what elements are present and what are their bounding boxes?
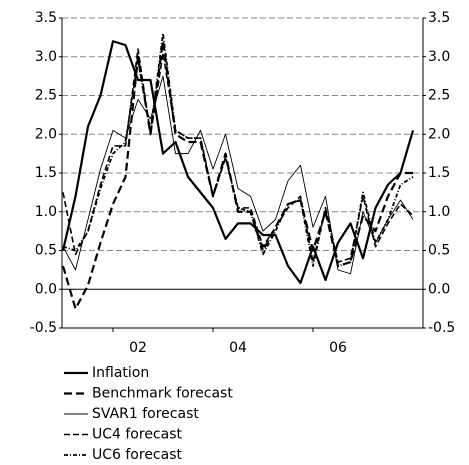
y2-tick-label: 1.5 [428,165,450,181]
series-line [62,75,414,275]
y2-tick-label: 0.0 [428,281,450,297]
x-tick-label: 06 [329,340,347,356]
y-tick-label: 0.0 [35,281,57,297]
y-tick-label: 2.5 [35,88,57,104]
y2-tick-label: 0.5 [428,243,450,259]
series-line [62,48,414,263]
series-line [61,40,413,310]
y2-tick-label: 2.0 [428,126,450,142]
legend-label: UC6 forecast [92,447,183,463]
series-line [61,40,415,285]
y2-tick-label: 3.0 [428,49,450,65]
y-tick-label: 1.0 [35,204,57,220]
y-tick-label: -0.5 [30,320,57,336]
y-tick-label: 3.0 [35,49,57,65]
x-tick-label: 02 [129,340,147,356]
legend-label: Benchmark forecast [92,386,233,402]
y2-tick-label: -0.5 [428,320,455,336]
y-tick-label: 1.5 [35,165,57,181]
y-tick-label: 3.5 [35,10,57,26]
y2-tick-label: 1.0 [428,204,450,220]
y2-tick-label: 2.5 [428,88,450,104]
x-tick-label: 04 [229,340,247,356]
legend-label: SVAR1 forecast [92,406,199,422]
y2-tick-label: 3.5 [428,10,450,26]
y-tick-label: 0.5 [35,243,57,259]
legend-label: UC4 forecast [92,427,183,443]
legend-label: Inflation [92,365,149,381]
series-line [62,32,414,267]
y-tick-label: 2.0 [35,126,57,142]
